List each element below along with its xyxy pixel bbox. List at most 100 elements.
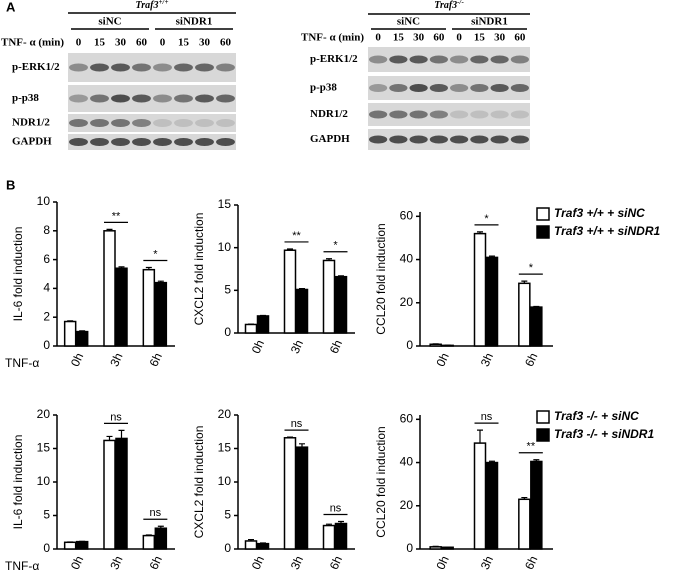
blot-row-label: p-p38: [12, 92, 39, 104]
blot-strip: [368, 103, 530, 126]
bar: [473, 442, 487, 550]
blot-band: [409, 110, 428, 119]
time-label: TNF- α (min): [1, 37, 64, 49]
error-bar: [477, 429, 483, 444]
time: 15: [94, 37, 106, 49]
blot-band: [153, 63, 172, 72]
error-bar: [118, 429, 125, 439]
legend-label: Traf3 +/+ + siNC: [554, 206, 645, 220]
y-tick-label: 0: [406, 541, 413, 555]
x-tick-label: 0h: [68, 351, 86, 369]
genotype-name: Traf3: [136, 0, 159, 11]
y-tick-label: 15: [37, 441, 51, 455]
y-tick-label: 0: [43, 541, 50, 555]
x-tick-label: 6h: [327, 338, 345, 356]
time: 15: [393, 32, 405, 44]
blot-band: [69, 94, 88, 103]
time: 30: [413, 32, 425, 44]
blot-band: [195, 138, 214, 146]
blot-band: [174, 94, 193, 103]
error-bar: [287, 248, 293, 251]
bar: [142, 268, 156, 347]
blot-band: [132, 63, 151, 72]
error-bar: [477, 231, 483, 234]
blot-band: [216, 94, 235, 103]
blot-band: [429, 84, 448, 92]
y-tick-label: 10: [218, 474, 232, 488]
blot-band: [195, 94, 214, 103]
time: 0: [160, 37, 166, 49]
bar: [63, 320, 77, 347]
group-label: siNDR1: [176, 16, 213, 28]
bar: [283, 437, 297, 550]
blot-row-label: GAPDH: [12, 136, 52, 148]
genotype: Traf3+/+: [136, 0, 169, 11]
significance: *: [333, 240, 338, 252]
blot-band: [216, 63, 235, 72]
significance: *: [153, 248, 158, 260]
blot-strip: [68, 134, 236, 150]
blot-band: [111, 94, 130, 103]
blot-band: [174, 119, 193, 127]
blot-band: [450, 55, 469, 64]
bar: [103, 230, 116, 347]
blot-band: [216, 138, 235, 146]
legend-swatch: [536, 207, 550, 221]
y-tick-label: 20: [218, 407, 232, 421]
blot-band: [216, 119, 235, 127]
group-label: siNC: [397, 16, 420, 28]
time: 0: [375, 32, 381, 44]
significance: ns: [110, 411, 122, 423]
bar: [334, 275, 348, 334]
blot-band: [429, 135, 448, 144]
blot-band: [409, 135, 428, 144]
blot-row-label: NDR1/2: [310, 108, 348, 120]
blot-band: [111, 138, 130, 146]
x-tick-label: 0h: [433, 351, 451, 369]
blot-band: [510, 135, 529, 144]
genotype-name: Traf3: [434, 0, 457, 11]
bar: [295, 288, 309, 334]
time: 30: [115, 37, 127, 49]
error-bar: [489, 255, 495, 258]
blot-band: [490, 135, 509, 144]
bar: [530, 306, 543, 347]
blot-strip: [368, 129, 530, 150]
group-label: siNDR1: [471, 16, 508, 28]
blot-band: [389, 135, 408, 144]
blot-band: [90, 94, 109, 103]
x-tick-label: 3h: [107, 554, 125, 572]
error-bar: [533, 305, 540, 308]
blot-band: [111, 63, 130, 72]
blot-row-label: p-p38: [310, 82, 337, 94]
bar: [485, 461, 499, 550]
x-axis-label: TNF-α: [5, 559, 39, 573]
blot-band: [174, 138, 193, 146]
time: 30: [494, 32, 506, 44]
blot-band: [490, 55, 509, 64]
x-tick-label: 3h: [288, 338, 306, 356]
x-tick-label: 3h: [478, 554, 496, 572]
bar: [283, 249, 297, 334]
bar: [244, 323, 258, 334]
blot-band: [69, 138, 88, 146]
y-tick-label: 5: [224, 508, 231, 522]
bar: [115, 267, 128, 347]
error-bar: [145, 266, 152, 270]
y-tick-label: 8: [43, 223, 50, 237]
error-bar: [326, 258, 332, 261]
bar: [103, 439, 116, 550]
error-bar: [118, 266, 125, 269]
panel-label: B: [6, 177, 15, 192]
bar: [115, 437, 128, 550]
y-tick-label: 0: [406, 338, 413, 352]
error-bar: [106, 228, 113, 231]
panel-label: A: [6, 0, 16, 14]
error-bar: [521, 280, 528, 284]
x-tick-label: 6h: [522, 554, 540, 572]
significance: *: [484, 213, 489, 225]
blot-band: [490, 110, 509, 119]
x-tick-label: 6h: [522, 351, 540, 369]
bar: [473, 232, 487, 347]
legend-swatch: [536, 225, 550, 239]
